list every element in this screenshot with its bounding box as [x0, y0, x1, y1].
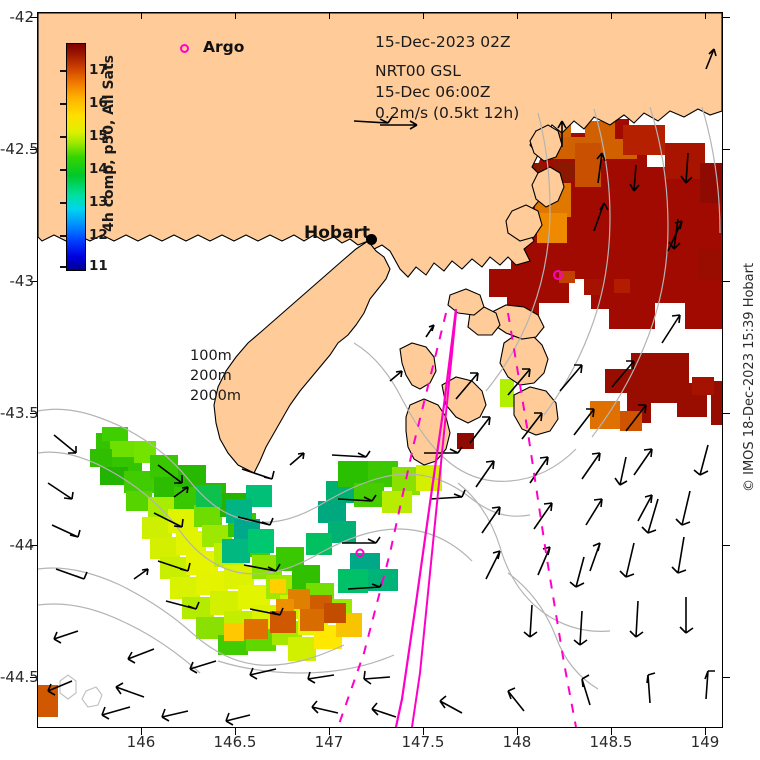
y-tick-right [723, 17, 730, 19]
colorbar-tick [60, 235, 66, 237]
depth-label-2000m: 2000m [190, 388, 242, 404]
x-tick [611, 728, 613, 735]
x-axis-label: 149 [690, 733, 720, 751]
x-axis-label: 146.5 [213, 733, 257, 751]
credit-text: © IMOS 18-Dec-2023 15:39 Hobart [742, 262, 757, 492]
y-tick-right [723, 281, 730, 283]
x-tick [517, 728, 519, 735]
map-plot-area[interactable] [37, 12, 723, 728]
y-tick [30, 677, 37, 679]
y-tick-right [723, 413, 730, 415]
y-tick [30, 17, 37, 19]
current-scale-arrow-icon [380, 120, 418, 130]
x-axis-label: 147.5 [401, 733, 445, 751]
colorbar-label-12: 12 [89, 227, 108, 243]
track-layer [337, 312, 577, 727]
y-axis-label: -43 [9, 272, 35, 290]
y-axis-label: -42 [9, 8, 35, 26]
x-axis-label: 147 [314, 733, 344, 751]
x-tick-top [423, 12, 425, 19]
x-tick-top [705, 12, 707, 19]
y-tick [30, 281, 37, 283]
track-dashed-east [507, 312, 577, 727]
y-tick [30, 413, 37, 415]
depth-label-100m: 100m [190, 348, 232, 364]
x-axis-label: 148 [502, 733, 532, 751]
y-tick-right [723, 149, 730, 151]
y-tick-right [723, 545, 730, 547]
y-tick-right [723, 677, 730, 679]
x-tick-top [141, 12, 143, 19]
depth-contour-layer [38, 106, 721, 690]
colorbar-label-15: 15 [89, 128, 108, 144]
colorbar-label-13: 13 [89, 194, 108, 210]
colorbar-tick [60, 169, 66, 171]
argo-float-layer [355, 270, 563, 558]
x-tick-top [517, 12, 519, 19]
colorbar-tick [60, 202, 66, 204]
current-model-name: NRT00 GSL [375, 62, 461, 80]
argo-legend-label: Argo [203, 38, 245, 56]
colorbar-label-11: 11 [89, 258, 108, 274]
y-tick [30, 149, 37, 151]
place-label-hobart: Hobart [304, 223, 371, 243]
y-axis-label: -43.5 [0, 404, 39, 422]
timestamp-annotation: 15-Dec-2023 02Z [375, 33, 511, 51]
x-tick [423, 728, 425, 735]
track-solid-main [394, 308, 458, 727]
place-marker-hobart [366, 234, 377, 245]
y-tick [30, 545, 37, 547]
sst-pixel-layer [38, 119, 722, 717]
y-axis-label: -44.5 [0, 668, 39, 686]
colorbar-label-16: 16 [89, 95, 108, 111]
colorbar [66, 43, 86, 271]
y-axis-label: -42.5 [0, 140, 39, 158]
x-tick-top [611, 12, 613, 19]
x-tick [235, 728, 237, 735]
colorbar-label-17: 17 [89, 62, 108, 78]
colorbar-tick [60, 136, 66, 138]
x-tick [705, 728, 707, 735]
colorbar-tick [60, 266, 66, 268]
colorbar-tick [60, 70, 66, 72]
x-tick-top [235, 12, 237, 19]
colorbar-tick [60, 103, 66, 105]
x-tick [329, 728, 331, 735]
x-axis-label: 148.5 [589, 733, 633, 751]
depth-label-200m: 200m [190, 368, 232, 384]
x-tick-top [329, 12, 331, 19]
y-axis-label: -44 [9, 536, 35, 554]
colorbar-label-14: 14 [89, 161, 108, 177]
track-solid-centre [411, 312, 457, 727]
current-scale-label: 0.2m/s (0.5kt 12h) [375, 104, 520, 122]
x-tick [141, 728, 143, 735]
current-vector-layer [47, 48, 717, 726]
argo-legend-marker-icon [180, 44, 189, 53]
x-axis-label: 146 [126, 733, 156, 751]
current-valid-time: 15-Dec 06:00Z [375, 83, 491, 101]
map-svg [38, 13, 722, 727]
